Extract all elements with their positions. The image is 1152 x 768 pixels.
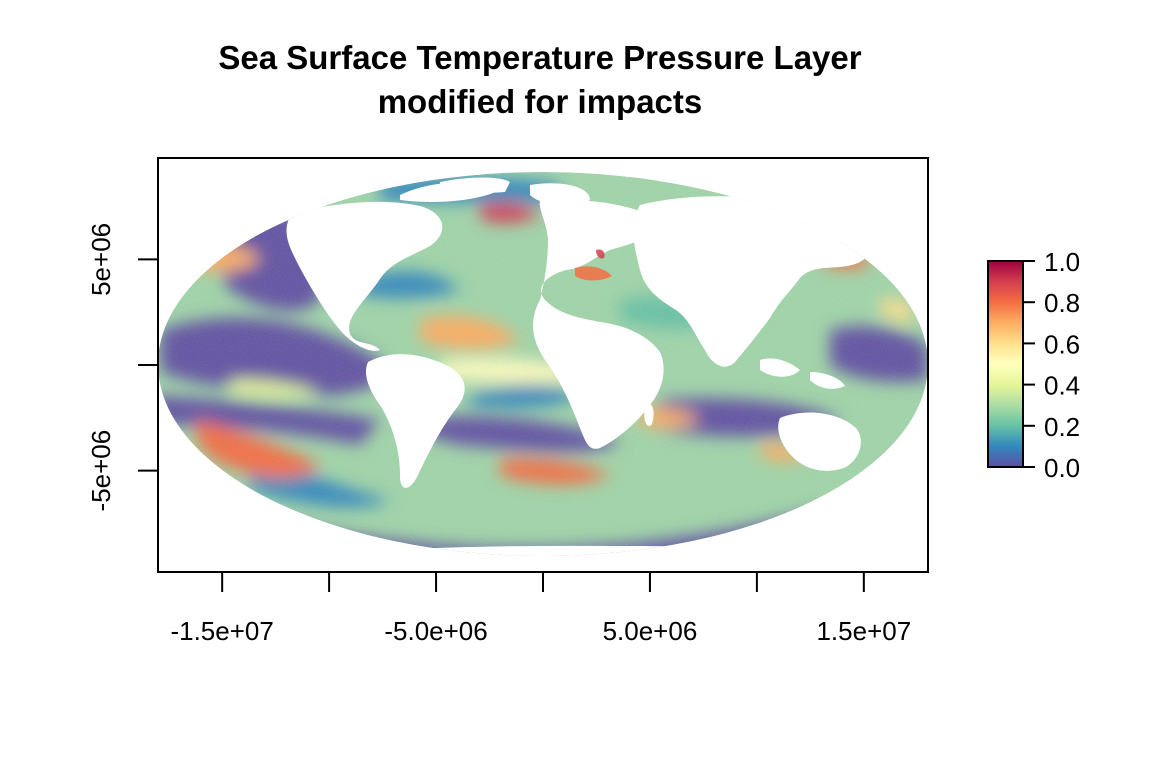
map-title-line1: Sea Surface Temperature Pressure Layer [218, 39, 862, 76]
x-tick-label: -5.0e+06 [384, 616, 487, 646]
land-antarctica [300, 545, 820, 556]
x-axis: -1.5e+07 -5.0e+06 5.0e+06 1.5e+07 [170, 572, 911, 646]
y-tick-label: 5e+06 [86, 223, 116, 296]
y-tick-label: -5e+06 [86, 430, 116, 512]
map-title-line2: modified for impacts [377, 83, 703, 120]
y-axis: 5e+06 -5e+06 [86, 223, 158, 512]
colorbar-tick-label: 0.8 [1044, 288, 1080, 318]
land-asia [633, 196, 871, 367]
colorbar-tick-label: 1.0 [1044, 247, 1080, 277]
colorbar-tick-label: 0.6 [1044, 329, 1080, 359]
colorbar-legend: 0.0 0.2 0.4 0.6 0.8 1.0 [987, 247, 1080, 483]
land-north-america [286, 201, 443, 351]
colorbar-gradient [987, 260, 1024, 468]
x-tick-label: -1.5e+07 [170, 616, 273, 646]
colorbar-tick-label: 0.0 [1044, 453, 1080, 483]
x-tick-label: 5.0e+06 [603, 616, 698, 646]
x-tick-label: 1.5e+07 [816, 616, 911, 646]
colorbar-tick-label: 0.2 [1044, 412, 1080, 442]
colorbar-tick-label: 0.4 [1044, 371, 1080, 401]
land-europe-africa [533, 199, 664, 449]
land-australia [778, 412, 861, 471]
land-south-america [365, 354, 465, 488]
colorbar-ticks: 0.0 0.2 0.4 0.6 0.8 1.0 [1023, 247, 1080, 483]
